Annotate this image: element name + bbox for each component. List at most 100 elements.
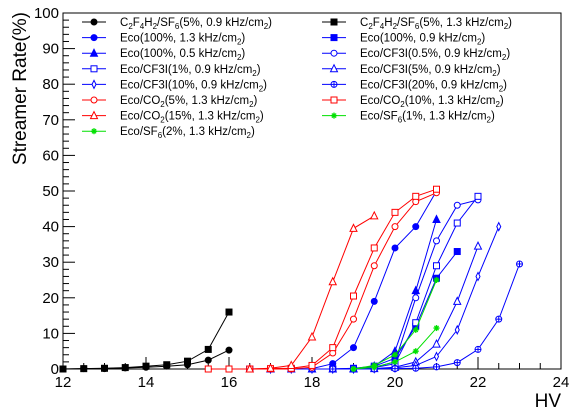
legend-label-part: 2	[252, 69, 257, 78]
legend-label-part: Eco/CF3I(5%, 0.9 kHz/cm	[360, 64, 492, 76]
data-point	[80, 365, 88, 373]
marker-star-d2	[392, 352, 398, 358]
data-point	[329, 365, 337, 373]
data-point	[453, 201, 461, 209]
legend-label-part: 2	[502, 53, 507, 62]
marker-star-d2	[413, 348, 419, 354]
legend-marker	[330, 96, 338, 104]
data-point	[474, 345, 482, 353]
legend-entry: Eco/SF6(2%, 1.3 kHz/cm2)	[82, 126, 255, 140]
data-point	[453, 248, 461, 256]
data-point	[369, 210, 379, 220]
legend-label-part: (2%, 1.3 kHz/cm	[162, 126, 246, 138]
legend-label-part: /SF	[397, 17, 415, 29]
data-point	[412, 348, 419, 355]
legend-label-part: Eco(100%, 0.9 kHz/cm	[360, 33, 477, 45]
legend-label-part: H	[144, 17, 152, 29]
data-point	[350, 315, 357, 323]
y-tick-label: 50	[42, 183, 59, 200]
legend-label-part: C	[120, 17, 128, 29]
data-point	[433, 277, 440, 283]
legend-label-part: 2	[128, 22, 133, 31]
data-point	[432, 214, 441, 223]
data-point	[412, 364, 420, 372]
legend-label-part: Eco/SF	[360, 111, 398, 123]
data-point	[204, 356, 212, 364]
y-tick-label: 80	[42, 76, 59, 93]
data-point	[225, 365, 233, 373]
legend-label-part: 2	[495, 100, 500, 109]
legend-label-part: Eco/CF3I(0.5%, 0.9 kHz/cm	[360, 48, 502, 60]
legend-label-part: )	[260, 111, 264, 123]
legend-label: Eco/CF3I(20%, 0.9 kHz/cm2)	[360, 79, 507, 93]
legend-entry: C2F4H2/SF6(5%, 0.9 kHz/cm2)	[82, 17, 272, 31]
legend-label-part: Eco/SF	[120, 126, 158, 138]
legend-label-part: )	[506, 48, 510, 60]
legend-label-part: (1%, 1.3 kHz/cm	[402, 111, 486, 123]
legend-label: Eco(100%, 0.9 kHz/cm2)	[360, 33, 485, 47]
legend-label-part: F	[133, 17, 140, 29]
series-15	[350, 277, 440, 372]
legend-label: Eco(100%, 0.5 kHz/cm2)	[120, 48, 245, 62]
series-layer	[59, 185, 523, 375]
legend-marker	[91, 79, 97, 90]
legend-label-part: 6	[398, 116, 403, 125]
legend-label-part: 2	[368, 22, 373, 31]
legend-label-part: )	[497, 64, 501, 76]
y-tick-label: 60	[42, 147, 59, 164]
legend-label: Eco/CO2(10%, 1.3 kHz/cm2)	[360, 95, 504, 109]
legend-marker	[331, 112, 337, 119]
legend-label: Eco/CF3I(10%, 0.9 kHz/cm2)	[120, 79, 267, 93]
legend-label-part: (15%, 1.3 kHz/cm	[165, 111, 256, 123]
data-point	[370, 244, 378, 252]
legend-label-part: 2	[160, 116, 165, 125]
data-point	[433, 325, 440, 332]
data-point	[307, 331, 317, 341]
legend-label-part: )	[508, 17, 512, 29]
data-point	[433, 237, 440, 245]
data-point	[475, 271, 481, 282]
legend-label-part: 4	[380, 22, 385, 31]
data-point	[454, 324, 460, 335]
data-point	[392, 358, 398, 365]
y-tick-label: 30	[42, 254, 59, 271]
legend-label-part: 2	[255, 116, 260, 125]
legend-label-part: F	[373, 17, 380, 29]
series-2	[59, 308, 233, 373]
legend-label-part: 2	[504, 22, 509, 31]
legend-marker	[329, 63, 339, 73]
legend-entry: Eco/CF3I(5%, 0.9 kHz/cm2)	[322, 63, 501, 78]
data-point	[350, 344, 357, 352]
legend-label-part: )	[241, 33, 245, 45]
legend-label: Eco/SF6(2%, 1.3 kHz/cm2)	[120, 126, 255, 140]
legend-label: Eco/CF3I(5%, 0.9 kHz/cm2)	[360, 64, 501, 78]
data-point	[266, 363, 275, 372]
legend-label: Eco/SF6(1%, 1.3 kHz/cm2)	[360, 111, 495, 125]
data-point	[328, 276, 338, 286]
data-point	[286, 360, 296, 369]
legend-label-part: /SF	[157, 17, 175, 29]
legend-label-part: )	[263, 79, 267, 91]
legend-label-part: 2	[477, 38, 482, 47]
legend-marker	[330, 49, 338, 57]
legend-label-part: 2	[393, 22, 398, 31]
data-point	[412, 223, 420, 231]
legend-label: Eco/CF3I(0.5%, 0.9 kHz/cm2)	[360, 48, 510, 62]
legend-label-part: 2	[259, 84, 264, 93]
legend-label-part: (5%, 0.9 kHz/cm	[179, 17, 263, 29]
legend-label-part: H	[384, 17, 392, 29]
legend-label-part: 2	[400, 100, 405, 109]
y-tick-label: 20	[42, 290, 59, 307]
x-tick-label: 18	[304, 374, 321, 391]
data-point	[474, 192, 482, 200]
x-tick-label: 16	[221, 374, 238, 391]
legend-label-part: 6	[158, 131, 163, 140]
data-point	[329, 344, 337, 352]
x-tick-label: 14	[138, 374, 155, 391]
data-point	[496, 221, 502, 232]
y-tick-label: 70	[42, 112, 59, 129]
legend-marker	[90, 34, 98, 42]
y-axis-title: Streamer Rate(%)	[10, 12, 31, 165]
legend-marker	[90, 18, 98, 26]
